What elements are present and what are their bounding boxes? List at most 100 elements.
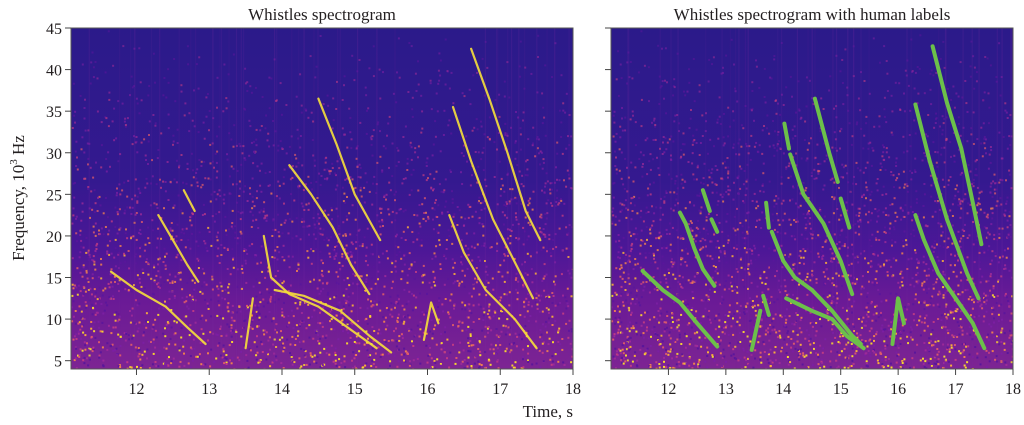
noise-speck bbox=[121, 283, 124, 286]
noise-speck bbox=[935, 261, 938, 264]
noise-speck bbox=[460, 261, 463, 264]
noise-speck bbox=[755, 314, 758, 317]
noise-speck bbox=[636, 359, 639, 362]
noise-speck bbox=[164, 181, 167, 183]
noise-speck bbox=[820, 248, 823, 251]
noise-streak bbox=[150, 28, 153, 369]
noise-speck bbox=[866, 302, 869, 305]
noise-speck bbox=[238, 142, 241, 145]
noise-speck bbox=[922, 261, 925, 264]
noise-speck bbox=[755, 226, 757, 228]
noise-speck bbox=[980, 142, 983, 145]
noise-speck bbox=[645, 226, 648, 229]
noise-speck bbox=[542, 360, 545, 363]
noise-speck bbox=[985, 336, 988, 339]
noise-speck bbox=[547, 294, 550, 297]
noise-speck bbox=[272, 317, 275, 320]
noise-speck bbox=[711, 354, 714, 357]
noise-speck bbox=[361, 245, 364, 248]
noise-speck bbox=[772, 259, 775, 262]
noise-speck bbox=[999, 197, 1002, 200]
noise-speck bbox=[309, 55, 312, 58]
noise-speck bbox=[694, 344, 697, 347]
noise-speck bbox=[377, 270, 380, 273]
noise-speck bbox=[434, 367, 437, 369]
noise-speck bbox=[287, 232, 290, 235]
noise-speck bbox=[804, 278, 807, 281]
noise-speck bbox=[535, 292, 538, 295]
noise-speck bbox=[619, 210, 622, 213]
noise-speck bbox=[138, 352, 141, 355]
noise-speck bbox=[625, 216, 628, 219]
noise-speck bbox=[542, 228, 545, 230]
noise-speck bbox=[484, 335, 487, 338]
noise-speck bbox=[370, 138, 373, 141]
noise-speck bbox=[314, 76, 317, 79]
noise-speck bbox=[857, 97, 860, 100]
noise-speck bbox=[290, 135, 293, 138]
noise-speck bbox=[984, 56, 987, 58]
noise-speck bbox=[937, 366, 940, 369]
noise-speck bbox=[784, 290, 787, 293]
noise-speck bbox=[197, 87, 200, 90]
noise-speck bbox=[796, 314, 799, 316]
noise-speck bbox=[234, 231, 237, 234]
noise-speck bbox=[123, 181, 126, 184]
noise-speck bbox=[355, 234, 358, 237]
noise-speck bbox=[467, 316, 470, 319]
noise-speck bbox=[421, 281, 424, 284]
noise-speck bbox=[869, 352, 871, 355]
noise-speck bbox=[172, 140, 175, 143]
noise-speck bbox=[755, 200, 758, 203]
noise-speck bbox=[114, 265, 117, 268]
noise-speck bbox=[340, 362, 343, 364]
noise-speck bbox=[945, 137, 948, 140]
noise-speck bbox=[100, 258, 102, 260]
noise-speck bbox=[82, 294, 85, 297]
noise-speck bbox=[668, 138, 671, 141]
noise-speck bbox=[540, 333, 543, 336]
noise-speck bbox=[663, 151, 666, 154]
noise-speck bbox=[471, 259, 474, 262]
noise-speck bbox=[338, 167, 341, 170]
noise-speck bbox=[1011, 276, 1013, 279]
noise-speck bbox=[948, 277, 950, 280]
noise-speck bbox=[992, 285, 995, 288]
noise-speck bbox=[753, 119, 755, 122]
noise-speck bbox=[936, 360, 939, 363]
noise-speck bbox=[170, 360, 173, 363]
noise-speck bbox=[845, 236, 848, 239]
noise-speck bbox=[531, 281, 534, 284]
noise-speck bbox=[775, 99, 777, 102]
noise-speck bbox=[417, 156, 419, 159]
noise-speck bbox=[658, 290, 661, 293]
noise-speck bbox=[417, 189, 420, 192]
noise-speck bbox=[206, 93, 209, 95]
noise-speck bbox=[952, 347, 954, 350]
noise-speck bbox=[369, 354, 372, 357]
noise-speck bbox=[337, 282, 340, 285]
noise-speck bbox=[979, 363, 982, 366]
noise-speck bbox=[957, 95, 960, 98]
noise-speck bbox=[152, 114, 155, 116]
noise-speck bbox=[693, 178, 696, 181]
noise-speck bbox=[327, 213, 330, 216]
noise-speck bbox=[345, 257, 348, 260]
noise-speck bbox=[706, 366, 709, 369]
noise-speck bbox=[932, 321, 935, 323]
noise-speck bbox=[666, 81, 668, 84]
noise-speck bbox=[936, 165, 939, 168]
noise-speck bbox=[299, 73, 302, 76]
noise-speck bbox=[157, 313, 160, 316]
noise-speck bbox=[249, 85, 252, 88]
noise-speck bbox=[443, 351, 446, 354]
noise-speck bbox=[345, 244, 348, 247]
noise-speck bbox=[958, 333, 961, 336]
noise-speck bbox=[358, 350, 361, 353]
noise-speck bbox=[97, 196, 99, 199]
noise-speck bbox=[558, 179, 561, 182]
noise-speck bbox=[225, 234, 228, 237]
noise-speck bbox=[167, 199, 170, 201]
noise-speck bbox=[739, 258, 742, 261]
noise-speck bbox=[335, 281, 338, 284]
